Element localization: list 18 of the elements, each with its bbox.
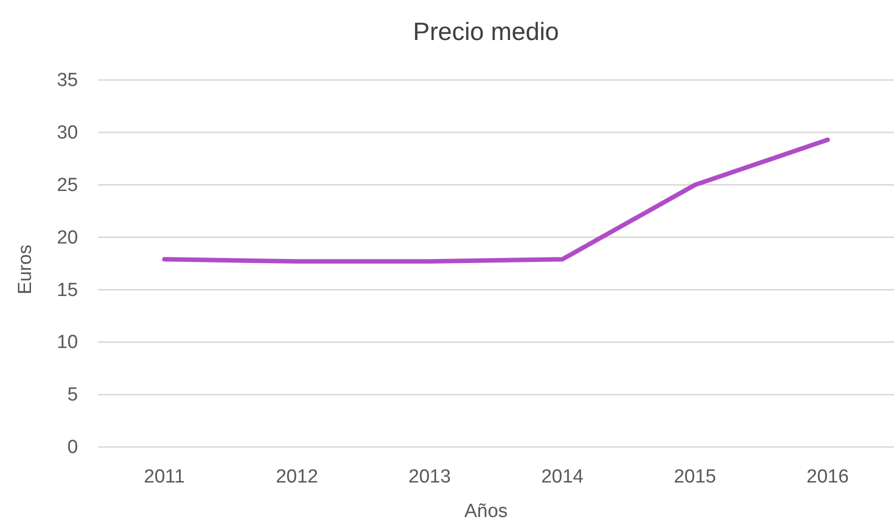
y-tick-label: 20 bbox=[56, 227, 78, 248]
chart-title: Precio medio bbox=[413, 18, 559, 46]
y-tick-label: 5 bbox=[67, 384, 78, 406]
x-tick-label: 2012 bbox=[276, 466, 318, 488]
y-tick-label: 25 bbox=[56, 174, 78, 196]
y-tick-label: 35 bbox=[56, 70, 78, 92]
y-tick-label: 0 bbox=[67, 437, 78, 458]
y-tick-label: 15 bbox=[56, 280, 78, 301]
x-tick-label: 2015 bbox=[674, 466, 716, 488]
line-series bbox=[162, 138, 830, 264]
y-tick-label: 10 bbox=[56, 332, 78, 354]
x-tick-label: 2011 bbox=[144, 466, 185, 488]
y-tick-label: 30 bbox=[56, 122, 78, 144]
x-tick-label: 2013 bbox=[408, 466, 451, 488]
x-axis-title: Años bbox=[464, 501, 508, 522]
x-tick-label: 2016 bbox=[806, 466, 849, 488]
x-tick-label: 2014 bbox=[541, 466, 584, 488]
y-axis-title: Euros bbox=[15, 244, 36, 294]
